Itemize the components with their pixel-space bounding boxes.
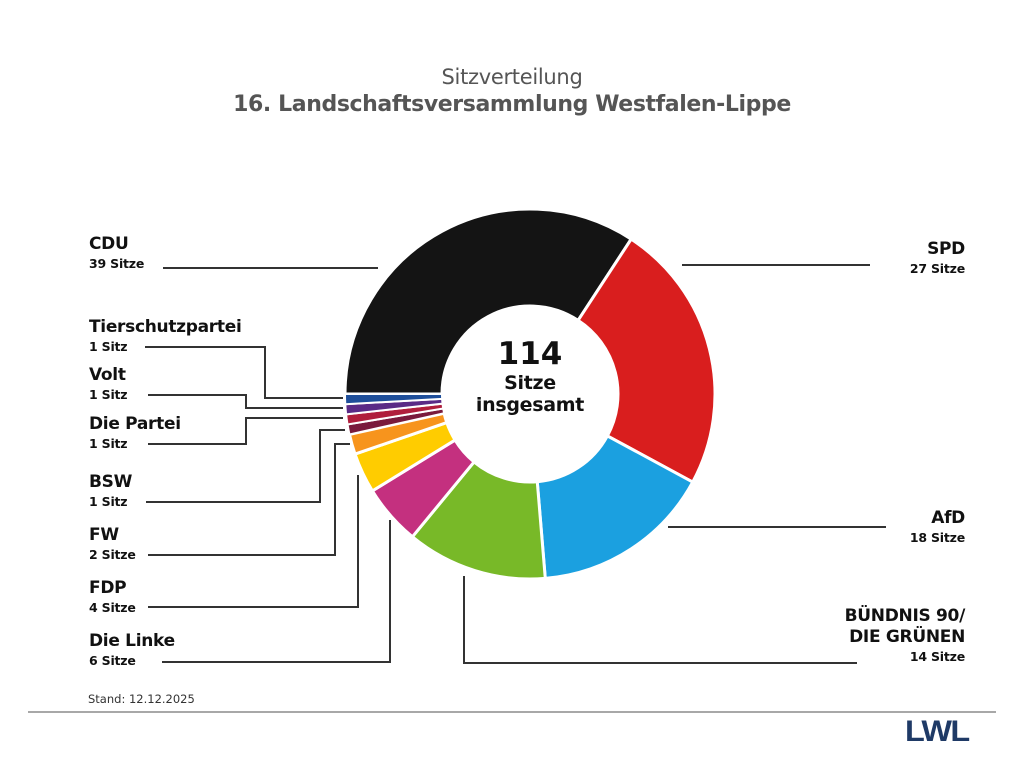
slice-tierschutzpartei xyxy=(343,393,444,406)
donut-slices xyxy=(343,207,717,581)
leader-line-fdp xyxy=(148,475,359,608)
party-name: Volt xyxy=(89,365,126,385)
donut-center-label: 114 Sitze insgesamt xyxy=(450,336,610,416)
slice-afd xyxy=(535,433,695,580)
party-seats: 39 Sitze xyxy=(89,256,145,271)
party-seats: 6 Sitze xyxy=(89,653,136,668)
party-name: SPD xyxy=(927,239,965,259)
label-afd: AfD 18 Sitze xyxy=(910,510,965,545)
label-die-linke: Die Linke 6 Sitze xyxy=(89,633,175,668)
party-name: AfD xyxy=(931,508,965,528)
party-name-line2: DIE GRÜNEN xyxy=(849,627,965,647)
slice-spd xyxy=(576,237,717,485)
party-seats: 4 Sitze xyxy=(89,600,136,615)
party-name: FW xyxy=(89,525,119,545)
label-spd: SPD 27 Sitze xyxy=(910,241,965,276)
label-die-partei: Die Partei 1 Sitz xyxy=(89,416,181,451)
leader-line-volt xyxy=(148,394,343,409)
total-unit-line1: Sitze xyxy=(504,372,556,394)
party-seats: 27 Sitze xyxy=(909,261,965,276)
party-name-line1: BÜNDNIS 90/ xyxy=(844,606,966,626)
party-name: Die Partei xyxy=(89,414,181,434)
label-gruene: BÜNDNIS 90/ DIE GRÜNEN 14 Sitze xyxy=(844,606,966,664)
party-name: BSW xyxy=(89,472,133,492)
party-name: FDP xyxy=(89,578,127,598)
total-seats: 114 xyxy=(497,336,563,372)
party-seats: 1 Sitz xyxy=(89,436,128,451)
party-seats: 1 Sitz xyxy=(89,494,128,509)
leader-line-gruene xyxy=(463,576,857,664)
leader-line-fw xyxy=(148,443,350,556)
lwl-logo: LWL xyxy=(905,715,970,748)
party-seats: 14 Sitze xyxy=(909,649,965,664)
party-seats: 1 Sitz xyxy=(89,339,128,354)
chart-subtitle: Sitzverteilung xyxy=(441,65,583,89)
party-name: CDU xyxy=(89,234,129,254)
party-name: Tierschutzpartei xyxy=(89,317,242,337)
slice-cdu xyxy=(343,207,634,396)
stand-date: Stand: 12.12.2025 xyxy=(88,692,195,706)
label-tierschutzpartei: Tierschutzpartei 1 Sitz xyxy=(89,317,242,354)
label-volt: Volt 1 Sitz xyxy=(89,365,128,402)
party-seats: 18 Sitze xyxy=(909,530,965,545)
party-seats: 2 Sitze xyxy=(89,547,136,562)
party-seats: 1 Sitz xyxy=(89,387,128,402)
chart-title: 16. Landschaftsversammlung Westfalen-Lip… xyxy=(233,92,791,117)
leader-line-tierschutz xyxy=(145,346,343,399)
label-bsw: BSW 1 Sitz xyxy=(89,474,132,509)
chart-header: Sitzverteilung 16. Landschaftsversammlun… xyxy=(0,64,1024,120)
total-unit-line2: insgesamt xyxy=(475,394,585,416)
leader-line-linke xyxy=(162,520,391,663)
party-name: Die Linke xyxy=(89,631,175,651)
leader-lines xyxy=(145,264,886,664)
label-fw: FW 2 Sitze xyxy=(89,527,136,562)
leader-line-partei xyxy=(148,417,343,445)
label-fdp: FDP 4 Sitze xyxy=(89,580,136,615)
leader-line-bsw xyxy=(146,429,345,503)
label-cdu: CDU 39 Sitze xyxy=(89,236,144,271)
footer-divider xyxy=(28,711,996,713)
